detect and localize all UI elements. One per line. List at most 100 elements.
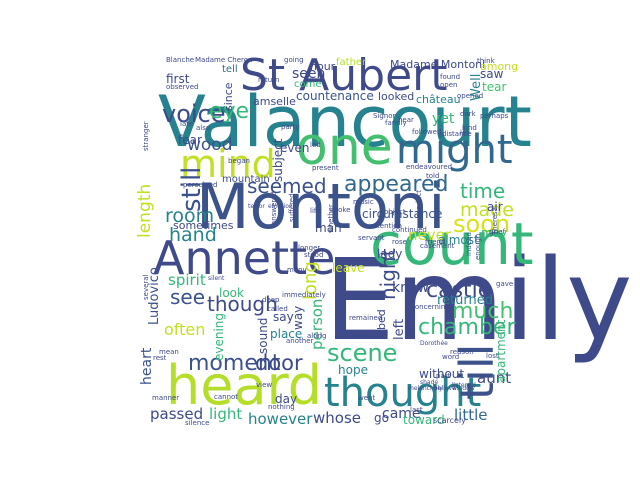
cloud-word: St Aubert xyxy=(240,50,448,101)
cloud-word: distance xyxy=(442,130,472,138)
cloud-word: Valancourt xyxy=(158,81,532,163)
cloud-word: led xyxy=(310,141,321,149)
cloud-word: shade xyxy=(420,379,438,386)
cloud-word: gave xyxy=(496,280,513,288)
cloud-word: reason xyxy=(450,348,474,356)
cloud-word: another xyxy=(286,337,313,345)
cloud-word: however xyxy=(248,410,313,428)
cloud-word: melancholy xyxy=(408,385,443,392)
cloud-word: rose xyxy=(392,238,407,246)
cloud-word: sound xyxy=(256,318,270,354)
cloud-word: open xyxy=(440,81,457,89)
cloud-word: rest xyxy=(153,354,167,362)
cloud-word: indeed xyxy=(465,232,473,256)
cloud-word: seemed xyxy=(247,174,327,198)
cloud-word: apartment xyxy=(494,319,508,383)
cloud-word: little xyxy=(454,406,488,424)
cloud-word: say xyxy=(273,310,294,324)
cloud-word: still xyxy=(177,167,207,212)
cloud-word: servant xyxy=(358,234,385,242)
cloud-word: returned xyxy=(437,293,493,308)
cloud-word: lost xyxy=(486,352,499,360)
cloud-word: tear xyxy=(482,80,506,94)
cloud-word: toward xyxy=(403,413,445,427)
cloud-word: late xyxy=(180,120,193,128)
cloud-word: night xyxy=(376,248,400,300)
cloud-word: observed xyxy=(166,83,198,91)
cloud-word: come xyxy=(294,79,322,90)
cloud-word: followed xyxy=(412,128,441,136)
cloud-word: door xyxy=(255,351,303,375)
cloud-word: manner xyxy=(152,394,179,402)
cloud-word: along xyxy=(307,332,326,340)
cloud-word: made xyxy=(460,199,514,221)
cloud-word: mind xyxy=(180,142,276,186)
cloud-word: hand xyxy=(169,224,217,246)
cloud-word: endeavoured xyxy=(406,163,452,171)
cloud-word: silent xyxy=(208,275,225,282)
cloud-word: chamber xyxy=(418,315,516,340)
cloud-word: present xyxy=(312,164,339,172)
cloud-word: spirit xyxy=(168,271,206,289)
cloud-word: casement xyxy=(420,242,455,250)
cloud-word: believe xyxy=(434,385,456,392)
cloud-word: person xyxy=(308,299,326,350)
cloud-word: Madame Montoni xyxy=(390,58,485,71)
cloud-word: deep xyxy=(262,296,280,304)
cloud-word: mean xyxy=(159,348,179,356)
cloud-word: appeared xyxy=(344,172,449,197)
cloud-word: length xyxy=(135,184,155,238)
cloud-word: leave xyxy=(332,261,365,275)
cloud-word: even xyxy=(280,141,309,155)
cloud-word: yet xyxy=(432,111,455,127)
cloud-word: first xyxy=(166,72,190,86)
cloud-word: conduct xyxy=(415,190,423,218)
cloud-word: listened xyxy=(452,382,476,389)
cloud-word: spoke xyxy=(330,206,350,214)
cloud-word: Theresa xyxy=(491,207,499,236)
cloud-word: going xyxy=(284,56,304,64)
cloud-word: many xyxy=(287,266,307,274)
cloud-word: among xyxy=(480,60,518,73)
cloud-word: long xyxy=(300,261,321,300)
cloud-word: soon xyxy=(453,210,510,238)
cloud-word: look xyxy=(219,286,244,300)
cloud-word: time xyxy=(460,179,505,203)
cloud-word: one xyxy=(296,117,393,177)
cloud-word: life xyxy=(310,207,321,215)
cloud-word: till xyxy=(450,344,504,400)
cloud-word: last xyxy=(410,406,423,414)
cloud-word: saw xyxy=(480,67,504,81)
cloud-word: remained xyxy=(349,314,382,322)
cloud-word: amselle xyxy=(253,95,296,108)
cloud-word: whether xyxy=(327,204,335,233)
cloud-word: moment xyxy=(188,351,281,376)
cloud-word: heard xyxy=(166,354,322,417)
cloud-word: went xyxy=(358,394,375,402)
cloud-word: party xyxy=(281,123,300,131)
cloud-word: though xyxy=(207,292,278,316)
cloud-word: go xyxy=(374,411,389,425)
cloud-word: view xyxy=(256,381,272,389)
cloud-word: kind xyxy=(462,124,477,132)
cloud-word: hear xyxy=(398,116,414,124)
cloud-word: passed xyxy=(150,405,203,423)
cloud-word: father xyxy=(336,57,367,68)
cloud-word: tell xyxy=(222,64,238,75)
cloud-word: word xyxy=(442,353,459,361)
cloud-word: place xyxy=(270,327,302,341)
cloud-word: concerning xyxy=(411,303,450,311)
cloud-word: may xyxy=(481,226,507,240)
cloud-word: let xyxy=(460,129,469,137)
cloud-word: emotion xyxy=(268,203,293,210)
cloud-word: often xyxy=(164,320,205,339)
cloud-word: grief xyxy=(489,228,506,236)
cloud-word: perceived xyxy=(183,181,217,189)
cloud-word: Dorothée xyxy=(420,340,448,347)
cloud-word: subject xyxy=(271,138,285,182)
cloud-word: enough xyxy=(474,234,482,260)
cloud-word: without xyxy=(419,367,464,381)
cloud-word: hour xyxy=(310,60,336,73)
cloud-word: silence xyxy=(185,419,209,427)
cloud-word: Well xyxy=(469,74,484,101)
